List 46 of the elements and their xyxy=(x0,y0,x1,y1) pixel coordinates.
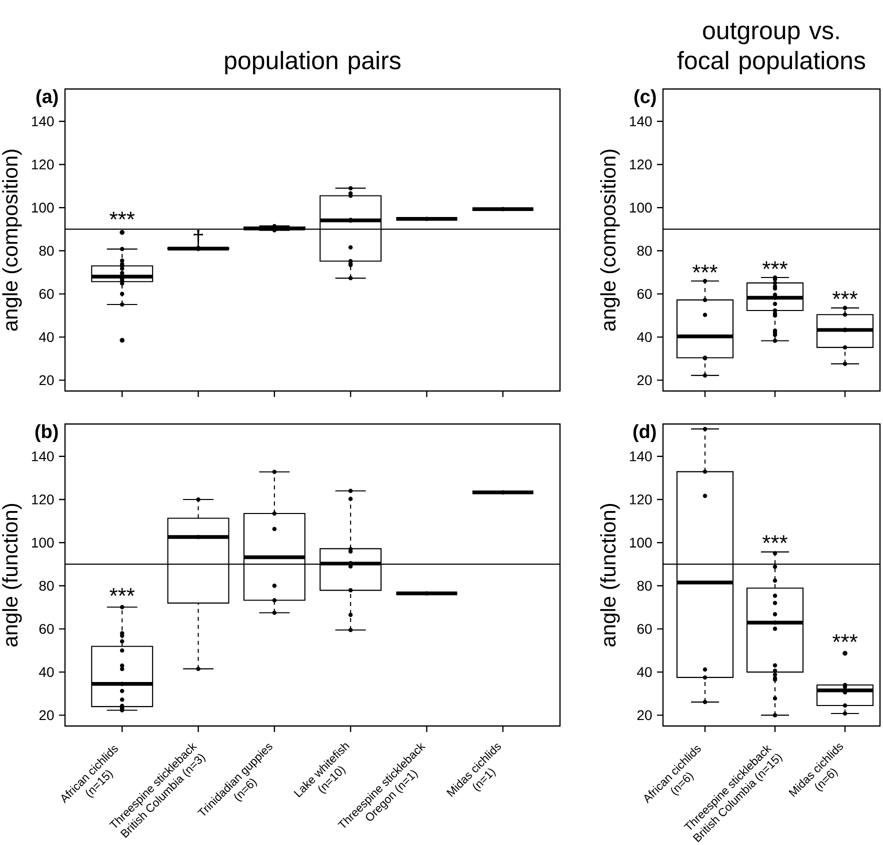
y-tick-label: 60 xyxy=(39,288,54,299)
y-tick-label: 120 xyxy=(32,494,54,504)
y-tick-label: 120 xyxy=(630,160,652,170)
annotation: *** xyxy=(692,264,718,273)
chart-subtitle: (c) xyxy=(634,89,656,107)
annotation: *** xyxy=(762,535,788,544)
y-tick-label: 80 xyxy=(637,580,652,591)
annotation: *** xyxy=(762,261,788,270)
y-tick-label: 60 xyxy=(637,624,652,634)
y-tick-label: 140 xyxy=(630,451,652,462)
y-tick-label: 60 xyxy=(637,288,652,299)
y-tick-label: 60 xyxy=(39,624,54,634)
annotation: *** xyxy=(110,212,135,220)
y-tick-label: 20 xyxy=(39,710,54,720)
annotation: *** xyxy=(832,291,858,300)
y-tick-label: 20 xyxy=(637,710,652,720)
chart-title: outgroup vs. focal populations xyxy=(677,22,866,74)
y-tick-label: 20 xyxy=(39,375,54,386)
y-tick-label: 40 xyxy=(637,332,652,342)
y-tick-label: 140 xyxy=(630,116,652,126)
chart-title: population pairs xyxy=(225,50,401,74)
chart-subtitle: (a) xyxy=(36,89,58,107)
y-tick-label: 20 xyxy=(637,375,652,386)
y-axis-title: angle (function) xyxy=(600,504,620,646)
y-tick-label: 100 xyxy=(32,202,54,213)
annotation: † xyxy=(194,230,203,248)
y-tick-label: 80 xyxy=(39,246,54,256)
y-tick-label: 100 xyxy=(630,202,652,213)
y-tick-label: 120 xyxy=(630,494,652,504)
y-tick-label: 140 xyxy=(32,116,54,126)
chart-subtitle: (d) xyxy=(633,424,656,442)
y-tick-label: 40 xyxy=(39,667,54,678)
y-tick-label: 100 xyxy=(32,538,54,548)
y-tick-label: 80 xyxy=(39,580,54,591)
y-tick-label: 40 xyxy=(39,332,54,342)
y-tick-label: 100 xyxy=(630,538,652,548)
y-tick-label: 140 xyxy=(32,451,54,462)
annotation: *** xyxy=(832,634,858,642)
y-axis-title: angle (composition) xyxy=(600,150,620,331)
chart-subtitle: (b) xyxy=(35,424,58,442)
y-tick-label: 120 xyxy=(32,160,54,170)
y-tick-label: 40 xyxy=(637,667,652,678)
annotation: *** xyxy=(110,588,135,596)
y-axis-title: angle (function) xyxy=(2,504,22,646)
y-tick-label: 80 xyxy=(637,246,652,256)
y-axis-title: angle (composition) xyxy=(2,150,22,331)
